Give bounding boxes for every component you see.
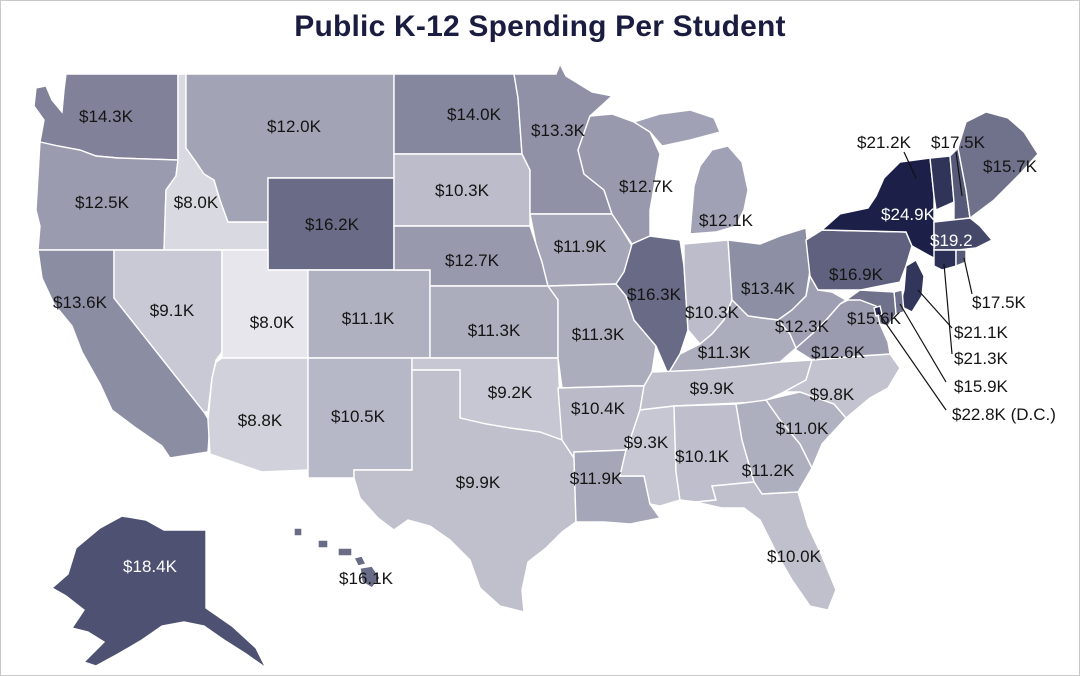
label-wi: $12.7K (619, 177, 674, 196)
label-ms: $9.3K (624, 433, 669, 452)
callout-ct: $21.3K (954, 349, 1009, 368)
label-mn: $13.3K (531, 121, 586, 140)
label-ia: $11.9K (554, 237, 607, 256)
label-or: $12.5K (75, 193, 130, 212)
state-shapes (33, 62, 1039, 669)
map-title: Public K-12 Spending Per Student (294, 10, 786, 43)
state-value-labels: $14.3K $12.5K $13.6K $8.0K $9.1K $12.0K … (53, 105, 1056, 588)
label-az: $8.8K (238, 411, 283, 430)
label-ma: $19.2 (930, 231, 973, 250)
callout-vt: $21.2K (857, 133, 912, 152)
label-md: $15.6K (847, 309, 902, 328)
label-fl: $10.0K (767, 547, 822, 566)
label-sc: $11.0K (776, 419, 829, 438)
label-nv: $9.1K (150, 301, 195, 320)
state-ri (955, 249, 967, 268)
state-fl (695, 481, 837, 611)
label-ny: $24.9K (881, 205, 936, 224)
state-hi (293, 527, 381, 589)
label-ca: $13.6K (53, 293, 108, 312)
label-hi: $16.1K (339, 569, 394, 588)
label-co: $11.1K (342, 309, 395, 328)
label-il: $16.3K (627, 285, 682, 304)
label-la: $11.9K (570, 469, 623, 488)
state-nj (899, 259, 925, 313)
label-mt: $12.0K (267, 117, 322, 136)
label-wv: $12.3K (775, 317, 830, 336)
state-me (957, 111, 1039, 220)
label-ok: $9.2K (488, 383, 533, 402)
label-nm: $10.5K (331, 407, 386, 426)
callout-ri: $17.5K (972, 293, 1027, 312)
label-tx: $9.9K (456, 473, 501, 492)
label-mi: $12.1K (699, 211, 754, 230)
state-mi (632, 109, 749, 235)
label-oh: $13.4K (741, 279, 796, 298)
label-ky: $11.3K (698, 343, 751, 362)
label-ne: $12.7K (445, 251, 500, 270)
label-pa: $16.9K (829, 265, 884, 284)
label-nd: $14.0K (447, 105, 502, 124)
label-ak: $18.4K (123, 557, 178, 576)
label-id: $8.0K (174, 193, 219, 212)
state-vt (929, 155, 955, 212)
label-in: $10.3K (685, 303, 740, 322)
callout-nj: $21.1K (954, 323, 1009, 342)
label-mo: $11.3K (572, 325, 625, 344)
label-sd: $10.3K (435, 181, 490, 200)
callout-nh: $17.5K (931, 133, 986, 152)
label-va: $12.6K (811, 343, 866, 362)
label-ar: $10.4K (571, 399, 626, 418)
state-nc (783, 353, 901, 419)
callout-de: $15.9K (954, 377, 1009, 396)
label-ut: $8.0K (250, 313, 295, 332)
label-wy: $16.2K (305, 215, 360, 234)
state-ak (50, 515, 267, 669)
label-wa: $14.3K (79, 107, 134, 126)
label-ga: $11.2K (742, 461, 795, 480)
state-tx (353, 369, 577, 613)
label-ks: $11.3K (468, 321, 521, 340)
label-tn: $9.9K (690, 379, 735, 398)
callout-me: $15.7K (983, 157, 1038, 176)
state-ct (933, 249, 957, 271)
label-nc: $9.8K (810, 385, 855, 404)
state-dc (873, 305, 883, 317)
callout-leader-lines (877, 151, 973, 411)
label-al: $10.1K (675, 447, 730, 466)
callout-dc: $22.8K (D.C.) (952, 405, 1056, 424)
